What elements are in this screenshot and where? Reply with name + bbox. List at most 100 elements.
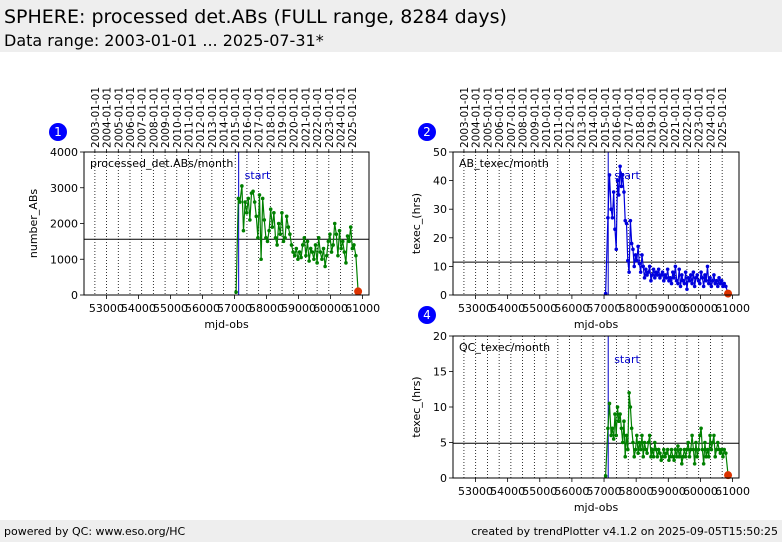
last-data-point: [724, 289, 733, 298]
panel-badge-number: 1: [54, 125, 62, 139]
data-point: [609, 433, 613, 438]
data-point: [281, 239, 286, 244]
data-point: [292, 253, 297, 258]
chart-panel-1: 2003-01-01 2004-01-01 2005-01-01 2006-01-01…: [27, 87, 380, 331]
date-tick-label: 2013-01-01: [576, 87, 588, 148]
data-point: [610, 215, 615, 220]
series-line: [605, 392, 729, 476]
date-tick-label: 2024-01-01: [336, 87, 348, 148]
data-point: [668, 454, 673, 459]
data-point: [656, 447, 661, 452]
x-tick-label: 61000: [715, 485, 750, 498]
data-point: [701, 284, 706, 289]
data-point: [669, 447, 674, 452]
date-tick-label: 2014-01-01: [588, 87, 600, 148]
data-point: [703, 273, 707, 277]
data-point: [682, 281, 687, 286]
data-point: [665, 447, 670, 452]
data-point: [332, 221, 337, 226]
y-tick-label: 4000: [50, 146, 78, 159]
data-point: [280, 210, 284, 215]
date-tick-label: 2009-01-01: [160, 87, 172, 148]
data-point: [691, 270, 696, 274]
data-point: [691, 447, 696, 452]
data-point: [326, 239, 331, 244]
x-axis-label: mjd-obs: [574, 501, 619, 514]
date-tick-label: 2012-01-01: [195, 87, 207, 148]
x-axis-label: mjd-obs: [204, 318, 249, 331]
data-point: [296, 257, 300, 262]
data-point: [348, 225, 353, 229]
data-point: [697, 433, 702, 438]
data-point: [606, 215, 610, 220]
data-point: [236, 196, 241, 201]
data-point: [283, 236, 287, 240]
data-point: [658, 451, 662, 455]
x-tick-label: 57000: [217, 302, 252, 315]
date-tick-label: 2019-01-01: [277, 87, 289, 148]
data-point: [636, 451, 640, 455]
x-tick-label: 61000: [345, 302, 380, 315]
data-point: [628, 218, 633, 223]
date-tick-label: 2012-01-01: [565, 87, 577, 148]
data-point: [676, 281, 680, 286]
data-point: [345, 234, 350, 238]
date-tick-label: 2006-01-01: [125, 87, 137, 148]
data-point: [603, 474, 608, 478]
page-subtitle: Data range: 2003-01-01 ... 2025-07-31*: [4, 31, 324, 50]
y-tick-label: 10: [433, 401, 447, 414]
data-point: [669, 281, 674, 286]
data-point: [299, 255, 303, 260]
data-point: [627, 270, 631, 274]
data-point: [320, 257, 324, 262]
y-tick-label: 40: [433, 175, 447, 188]
data-point: [624, 433, 629, 438]
data-point: [632, 454, 637, 459]
data-point: [632, 264, 637, 269]
data-point: [318, 250, 323, 254]
data-point: [278, 232, 283, 237]
data-point: [627, 391, 631, 395]
date-tick-label: 2023-01-01: [694, 87, 706, 148]
date-tick-label: 2022-01-01: [682, 87, 694, 148]
data-point: [272, 210, 276, 215]
data-point: [248, 218, 252, 222]
data-point: [339, 246, 343, 251]
data-point: [259, 257, 263, 262]
data-point: [699, 270, 703, 274]
data-point: [644, 447, 648, 452]
data-point: [692, 462, 697, 466]
y-tick-label: 1000: [50, 253, 78, 266]
data-point: [717, 276, 721, 280]
data-point: [646, 440, 651, 445]
data-point: [637, 440, 642, 445]
x-tick-label: 59000: [281, 302, 316, 315]
data-point: [321, 246, 326, 251]
date-tick-label: 2007-01-01: [137, 87, 149, 148]
data-point: [614, 433, 619, 438]
data-point: [696, 447, 701, 452]
data-point: [631, 247, 635, 252]
date-tick-label: 2005-01-01: [482, 87, 494, 148]
data-point: [678, 284, 683, 289]
data-point: [635, 433, 639, 438]
data-point: [275, 243, 279, 247]
start-label: start: [614, 353, 640, 366]
page-title: SPHERE: processed det.ABs (FULL range, 8…: [4, 6, 507, 28]
trend-plots: 2003-01-01 2004-01-01 2005-01-01 2006-01-01…: [27, 87, 750, 514]
data-point: [252, 200, 257, 204]
data-point: [674, 454, 679, 459]
data-point: [650, 273, 655, 277]
data-point: [240, 184, 244, 188]
date-tick-label: 2016-01-01: [612, 87, 624, 148]
date-tick-label: 2018-01-01: [635, 87, 647, 148]
data-point: [660, 270, 665, 274]
data-point: [701, 462, 706, 466]
y-axis-label: texec_(hrs): [410, 193, 423, 254]
y-tick-label: 10: [433, 260, 447, 273]
x-axis-label: mjd-obs: [574, 318, 619, 331]
data-point: [607, 401, 612, 406]
data-point: [647, 264, 652, 269]
data-point: [340, 239, 345, 244]
chart-panel-2: 2003-01-01 2004-01-01 2005-01-01 2006-01-01…: [410, 87, 750, 331]
